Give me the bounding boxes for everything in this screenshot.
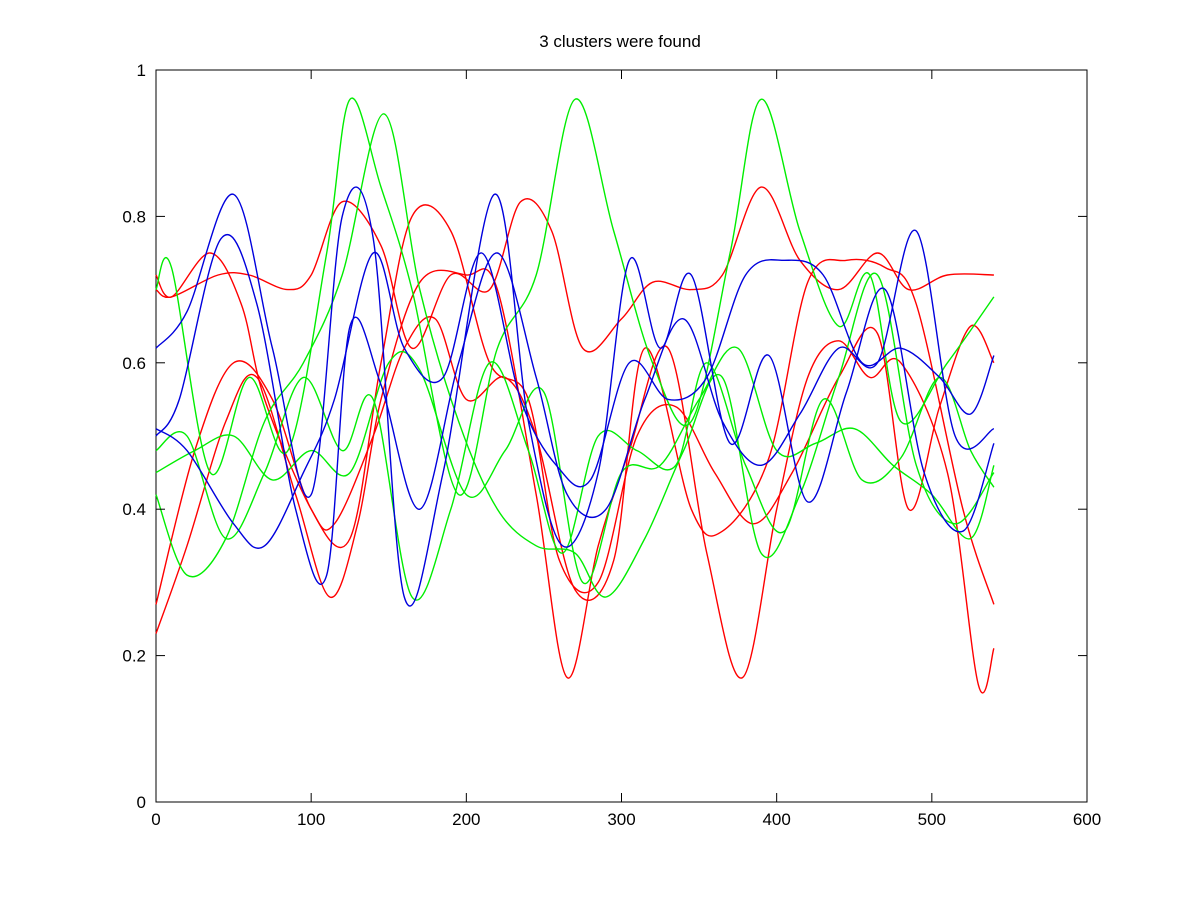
y-tick-label: 0.6 (122, 354, 146, 373)
y-tick-label: 1 (137, 61, 146, 80)
x-tick-label: 500 (918, 810, 946, 829)
y-tick-label: 0 (137, 793, 146, 812)
series-line-cluster_2-5 (155, 97, 995, 496)
x-tick-label: 0 (151, 810, 160, 829)
series-line-cluster_2-6 (155, 113, 995, 598)
series-line-cluster_1-1 (155, 252, 995, 605)
x-tick-label: 400 (762, 810, 790, 829)
series-line-cluster_1-2 (155, 186, 994, 353)
series-line-cluster_3-10 (155, 229, 995, 585)
series-line-cluster_2-7 (155, 361, 995, 601)
x-tick-label: 300 (607, 810, 635, 829)
y-tick-label: 0.8 (122, 207, 146, 226)
y-tick-label: 0.4 (122, 500, 146, 519)
x-tick-label: 600 (1073, 810, 1101, 829)
y-tick-label: 0.2 (122, 647, 146, 666)
plot-frame (155, 69, 1088, 803)
axes-group: 0 100 200 300 400 500 600 0 0.2 0.4 0.6 0.8 1 (122, 61, 1101, 829)
chart-title: 3 clusters were found (539, 32, 701, 51)
x-tick-label: 200 (452, 810, 480, 829)
series-line-cluster_1-4 (155, 204, 995, 605)
x-tick-label: 100 (297, 810, 325, 829)
series-line-cluster_3-11 (155, 251, 995, 549)
series-group (155, 97, 995, 694)
series-line-cluster_1-3 (155, 268, 995, 694)
series-line-cluster_3-9 (155, 186, 995, 607)
series-line-cluster_2-8 (155, 346, 995, 585)
